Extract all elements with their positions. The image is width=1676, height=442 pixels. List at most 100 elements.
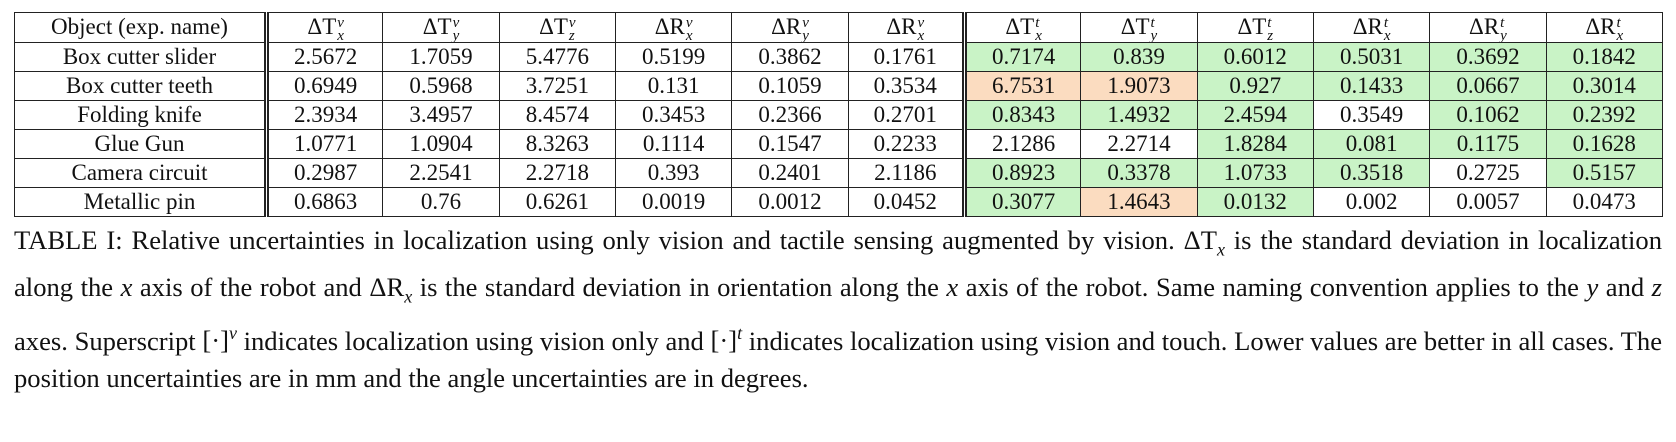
table-header-row: Object (exp. name) ΔT v x ΔT v y ΔT v z ΔR v x ΔR v y Δ… [14,12,1663,43]
value-cell: 2.3934 [263,99,384,130]
value-cell: 5.4776 [498,41,616,72]
value-cell: 0.3453 [614,99,733,130]
results-table: Object (exp. name) ΔT v x ΔT v y ΔT v z ΔR v x ΔR v y Δ… [14,12,1663,217]
value-cell: 0.5968 [382,70,500,101]
value-cell: 0.1062 [1429,99,1547,130]
caption-text: indicates localization using vision only… [236,325,711,356]
caption-math: [·]t [710,323,743,356]
caption-math: y [1586,271,1599,302]
header-object-name: Object (exp. name) [14,12,267,43]
value-cell: 2.1186 [847,157,965,188]
value-cell: 0.1059 [731,70,849,101]
value-cell: 0.3534 [847,70,965,101]
object-name-cell: Box cutter teeth [14,70,267,101]
value-cell: 0.1547 [731,128,849,159]
value-cell: 0.0473 [1545,186,1663,217]
value-cell: 8.4574 [498,99,616,130]
header-col-3: ΔR v x [614,12,733,43]
table-caption: TABLE I: Relative uncertainties in local… [14,222,1662,397]
table-row: Camera circuit 0.2987 2.2541 2.2718 0.393 0.2… [14,157,1663,188]
value-cell: 0.5031 [1312,41,1431,72]
caption-text: axis of the robot. Same naming conventio… [958,271,1587,302]
value-cell: 0.7174 [961,41,1082,72]
value-cell: 1.0904 [382,128,500,159]
value-cell: 0.0132 [1196,186,1314,217]
value-cell: 2.1286 [961,128,1082,159]
value-cell: 0.0057 [1429,186,1547,217]
caption-math: ΔTx [1183,225,1225,260]
value-cell: 0.0452 [847,186,965,217]
header-col-2: ΔT v z [498,12,616,43]
header-col-4: ΔR v y [731,12,849,43]
value-cell: 0.3077 [961,186,1082,217]
object-name-cell: Folding knife [14,99,267,130]
value-cell: 1.7059 [382,41,500,72]
value-cell: 0.8343 [961,99,1082,130]
value-cell: 0.1628 [1545,128,1663,159]
value-cell: 0.2725 [1429,157,1547,188]
value-cell: 0.002 [1312,186,1431,217]
caption-text: is the standard deviation in localizatio… [14,225,1662,302]
header-col-9: ΔR t x [1312,12,1431,43]
value-cell: 0.6261 [498,186,616,217]
results-table-container: Object (exp. name) ΔT v x ΔT v y ΔT v z ΔR v x ΔR v y Δ… [14,12,1663,217]
table-row: Box cutter slider 2.5672 1.7059 5.4776 0.519… [14,41,1663,72]
value-cell: 1.9073 [1080,70,1198,101]
table-row: Folding knife 2.3934 3.4957 8.4574 0.3453 0.2… [14,99,1663,130]
value-cell: 0.1761 [847,41,965,72]
value-cell: 1.0771 [263,128,384,159]
header-col-0: ΔT v x [263,12,384,43]
value-cell: 0.6949 [263,70,384,101]
header-col-10: ΔR t y [1429,12,1547,43]
value-cell: 0.0019 [614,186,733,217]
value-cell: 0.2392 [1545,99,1663,130]
value-cell: 0.2701 [847,99,965,130]
caption-math: x [946,271,959,302]
value-cell: 0.3692 [1429,41,1547,72]
value-cell: 8.3263 [498,128,616,159]
value-cell: 2.2541 [382,157,500,188]
value-cell: 0.081 [1312,128,1431,159]
caption-text: axis of the robot and [132,271,370,302]
value-cell: 0.2987 [263,157,384,188]
value-cell: 0.3862 [731,41,849,72]
caption-text: and [1598,271,1652,302]
caption-label: TABLE I: [14,225,123,255]
value-cell: 2.2718 [498,157,616,188]
value-cell: 0.3014 [1545,70,1663,101]
value-cell: 0.839 [1080,41,1198,72]
header-col-1: ΔT v y [382,12,500,43]
value-cell: 0.1433 [1312,70,1431,101]
table-body: Box cutter slider 2.5672 1.7059 5.4776 0.519… [14,41,1663,217]
value-cell: 0.131 [614,70,733,101]
value-cell: 2.5672 [263,41,384,72]
value-cell: 0.2401 [731,157,849,188]
header-col-6: ΔT t x [961,12,1082,43]
caption-math: ΔRx [369,271,413,307]
value-cell: 0.0012 [731,186,849,217]
value-cell: 3.4957 [382,99,500,130]
value-cell: 2.4594 [1196,99,1314,130]
object-name-cell: Metallic pin [14,186,267,217]
value-cell: 0.0667 [1429,70,1547,101]
caption-math: z [1651,271,1663,302]
value-cell: 6.7531 [961,70,1082,101]
caption-text: Relative uncertainties in localization u… [122,225,1184,255]
table-row: Box cutter teeth 0.6949 0.5968 3.7251 0.131 0… [14,70,1663,101]
value-cell: 0.5199 [614,41,733,72]
value-cell: 0.393 [614,157,733,188]
caption-text: is the standard deviation in orientation… [412,271,947,302]
value-cell: 0.5157 [1545,157,1663,188]
header-col-7: ΔT t y [1080,12,1198,43]
value-cell: 2.2714 [1080,128,1198,159]
object-name-cell: Camera circuit [14,157,267,188]
value-cell: 0.76 [382,186,500,217]
header-col-11: ΔR t x [1545,12,1663,43]
caption-text: axes. Superscript [14,325,203,356]
header-col-8: ΔT t z [1196,12,1314,43]
value-cell: 0.2366 [731,99,849,130]
caption-math: [·]v [202,323,237,356]
value-cell: 0.1175 [1429,128,1547,159]
value-cell: 0.6863 [263,186,384,217]
value-cell: 0.927 [1196,70,1314,101]
